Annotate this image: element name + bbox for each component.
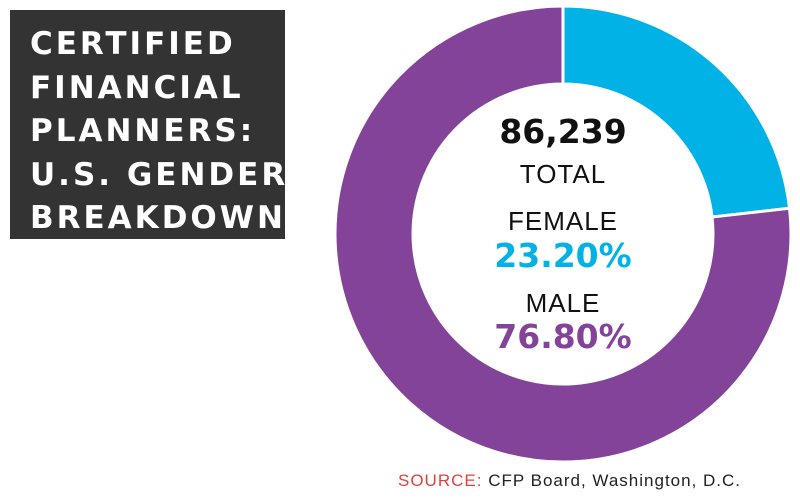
title-line-2: FINANCIAL — [30, 69, 244, 106]
source-text: CFP Board, Washington, D.C. — [488, 471, 742, 490]
title-line-1: CERTIFIED — [30, 26, 236, 62]
male-label: MALE — [525, 288, 601, 318]
source-note: SOURCE: CFP Board, Washington, D.C. — [398, 470, 741, 492]
total-label: TOTAL — [519, 159, 607, 189]
slice-female — [561, 4, 792, 219]
male-percentage: 76.80% — [494, 317, 632, 356]
female-percentage: 23.20% — [494, 236, 632, 275]
title-box: CERTIFIED FINANCIAL PLANNERS: U.S. GENDE… — [10, 10, 285, 239]
title-line-3: PLANNERS: — [30, 113, 256, 149]
title-line-5: BREAKDOWN — [30, 200, 286, 236]
source-label: SOURCE: — [398, 471, 483, 490]
female-label: FEMALE — [507, 206, 619, 236]
total-value: 86,239 — [499, 112, 627, 151]
slice-male — [333, 4, 793, 464]
title-line-4: U.S. GENDER — [30, 156, 289, 193]
